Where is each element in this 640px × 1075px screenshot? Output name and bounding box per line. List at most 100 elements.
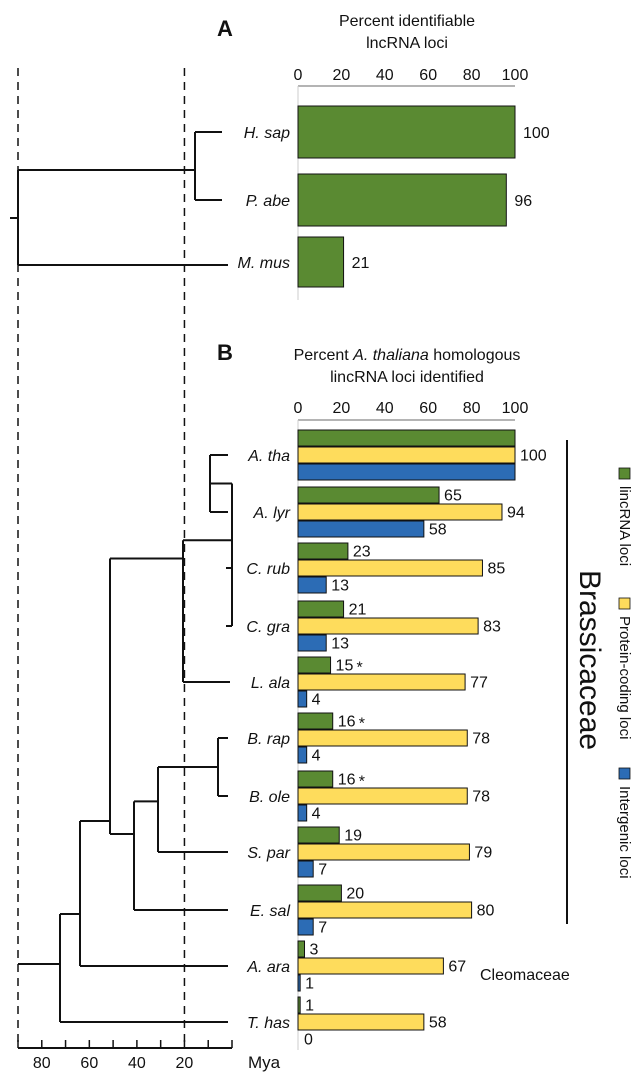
panel-b-bar-protein-coding: [297, 901, 473, 919]
panel-b-bar-protein-coding: [297, 787, 468, 805]
panel-b-bar-value: 3: [310, 942, 319, 959]
panel-b-bar-value: 4: [312, 806, 321, 823]
panel-b-bar-value: 19: [344, 828, 362, 845]
panel-a-x-tick: 0: [294, 67, 303, 84]
panel-b-bar-protein-coding: [297, 446, 516, 464]
panel-b-bar-value: 80: [477, 903, 495, 920]
panel-b-bar-value: 21: [349, 602, 367, 619]
panel-b-bar-value: 58: [429, 522, 447, 539]
panel-a-species-label: H. sap: [244, 125, 290, 142]
tree-panel-b-branches: [18, 454, 233, 1023]
panel-a-x-tick: 100: [502, 67, 529, 84]
panel-a-bar-value: 100: [523, 125, 550, 142]
panel-b-bar-value: 79: [474, 845, 492, 862]
panel-a-species-label: M. mus: [238, 255, 290, 272]
panel-a-bar: [297, 173, 507, 227]
tree-branch-aethionema: [79, 820, 228, 967]
panel-b-species-label: S. par: [247, 845, 290, 862]
panel-b-asterisk: *: [357, 660, 363, 677]
panel-b-asterisk: *: [359, 716, 365, 733]
legend-item-label: Intergenic loci: [616, 786, 633, 879]
cleomaceae-label: Cleomaceae: [480, 967, 570, 984]
panel-b-bar-protein-coding: [297, 729, 468, 747]
panel-b-bar-value: 94: [507, 505, 525, 522]
panel-b-species-label: E. sal: [250, 903, 290, 920]
panel-b-bar-value: 13: [331, 578, 349, 595]
panel-a-bar-value: 21: [352, 255, 370, 272]
panel-b-bar-value: 7: [318, 862, 327, 879]
legend-item-label: Protein-coding loci: [616, 616, 633, 739]
panel-b-bar-value: 83: [483, 619, 501, 636]
panel-b-bar-value: 78: [472, 731, 490, 748]
panel-b-bar-lincrna: [297, 996, 301, 1014]
panel-b-label: B: [217, 340, 233, 365]
tree-branch-root: [18, 913, 228, 1023]
panel-b-bar-protein-coding: [297, 617, 479, 635]
panel-b-bar-intergenic: [297, 690, 308, 708]
panel-a-bar: [297, 105, 516, 159]
panel-b-bar-value: 85: [487, 561, 505, 578]
time-axis-tick-label: 40: [128, 1055, 146, 1072]
panel-b-bar-value: 58: [429, 1015, 447, 1032]
panel-a-species-label: P. abe: [246, 193, 290, 210]
panel-b-asterisk: *: [359, 774, 365, 791]
panel-b-bar-intergenic: [297, 520, 425, 538]
time-axis-tick-label: 20: [176, 1055, 194, 1072]
panel-b-bar-value: 23: [353, 544, 371, 561]
panel-a-bar-value: 96: [514, 193, 532, 210]
panel-b-bar-intergenic: [297, 746, 308, 764]
panel-a-bar: [297, 236, 345, 288]
panel-b-bar-value: 16: [338, 772, 356, 789]
panel-b-x-tick: 60: [419, 400, 437, 417]
panel-b-species-label: A. ara: [246, 959, 290, 976]
panel-a-title-line-2: lncRNA loci: [366, 35, 448, 52]
panel-b-species-label: L. ala: [251, 675, 290, 692]
panel-b-bar-value: 67: [448, 959, 466, 976]
panel-b-bar-lincrna: [297, 826, 340, 844]
tree-branch-leavenworthia: [182, 539, 232, 683]
panel-b-bar-intergenic: [297, 634, 327, 652]
panel-b-bar-intergenic: [297, 974, 301, 992]
panel-b-bar-value: 4: [312, 692, 321, 709]
panel-b-bar-lincrna: [297, 770, 334, 788]
panel-b-title-line-1: Percent A. thaliana homologous: [294, 347, 521, 364]
panel-b-bar-lincrna: [297, 600, 345, 618]
panel-b-bar-lincrna: [297, 429, 516, 447]
panel-a-x-tick: 20: [333, 67, 351, 84]
panel-b-bar-lincrna: [297, 884, 342, 902]
panel-b-bar-value: 78: [472, 789, 490, 806]
panel-b-bar-intergenic: [297, 860, 314, 878]
tree-branch-core: [109, 557, 183, 835]
panel-b-bar-lincrna: [297, 940, 306, 958]
reference-dashed-lines: [17, 68, 186, 1048]
tree-branch-brassica: [217, 737, 228, 797]
panel-b-bar-lincrna: [297, 656, 332, 674]
panel-b-species-label: A. tha: [247, 448, 290, 465]
panel-b-species-label: T. has: [247, 1015, 290, 1032]
legend-swatch: [618, 597, 631, 610]
tree-panel-a: [10, 131, 228, 266]
panel-b-bar-intergenic: [297, 804, 308, 822]
panel-b-bar-value: 7: [318, 920, 327, 937]
panel-b-species-label: B. ole: [249, 789, 290, 806]
panel-b-bar-value: 0: [304, 1032, 313, 1049]
tree-branch-schrenkiella: [157, 766, 228, 853]
panel-b-bar-protein-coding: [297, 673, 466, 691]
panel-b-species-label: C. rub: [246, 561, 290, 578]
legend-item-label: lincRNA loci: [616, 486, 633, 566]
time-axis-label: Mya: [248, 1053, 281, 1072]
panel-b-species-label: C. gra: [246, 619, 290, 636]
panel-b-x-tick: 100: [502, 400, 529, 417]
panel-b-x-tick: 40: [376, 400, 394, 417]
panel-b-bar-protein-coding: [297, 559, 483, 577]
panel-b-bar-value: 65: [444, 488, 462, 505]
panel-b-bar-protein-coding: [297, 957, 444, 975]
panel-b-bar-intergenic: [297, 918, 314, 936]
tree-branch-eutrema: [133, 800, 228, 911]
panel-b-bar-value: 100: [520, 448, 547, 465]
panel-b-species-label: A. lyr: [253, 505, 291, 522]
panel-b-x-tick: 80: [463, 400, 481, 417]
panel-a-x-tick: 60: [419, 67, 437, 84]
